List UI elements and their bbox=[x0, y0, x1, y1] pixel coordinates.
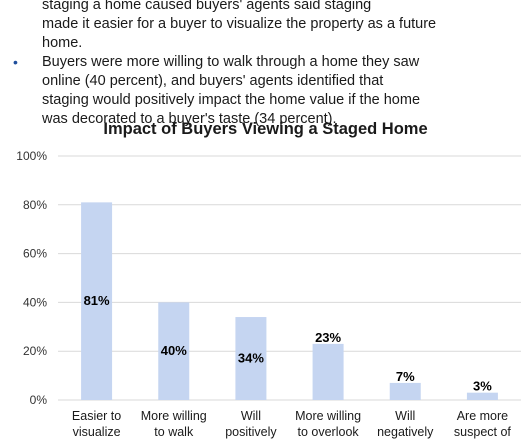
intro-line: made it easier for a buyer to visualize … bbox=[42, 16, 437, 32]
bar bbox=[466, 392, 498, 400]
x-category-label: Are more bbox=[457, 409, 508, 423]
intro-text: staging a home caused buyers' agents sai… bbox=[13, 0, 512, 129]
bullet-line: Buyers were more willing to walk through… bbox=[42, 54, 420, 70]
x-category-label: Easier to bbox=[72, 409, 121, 423]
chart-title: Impact of Buyers Viewing a Staged Home bbox=[103, 120, 428, 138]
bar bbox=[312, 343, 344, 400]
intro-line: home. bbox=[42, 35, 83, 51]
x-category-label: Will bbox=[395, 409, 415, 423]
data-label: 34% bbox=[238, 351, 264, 366]
bar bbox=[81, 202, 113, 400]
x-category-label: to walk bbox=[154, 425, 194, 439]
x-category-label: Will bbox=[241, 409, 261, 423]
x-category-label: More willing bbox=[141, 409, 207, 423]
data-label: 40% bbox=[161, 343, 187, 358]
x-category-label: suspect of bbox=[454, 425, 512, 439]
x-category-label: positively bbox=[225, 425, 277, 439]
intro-line: staging a home caused buyers' agents sai… bbox=[42, 0, 372, 13]
x-category-label: More willing bbox=[295, 409, 361, 423]
data-label: 81% bbox=[84, 293, 110, 308]
x-category-label: negatively bbox=[377, 425, 434, 439]
data-label: 23% bbox=[315, 330, 341, 345]
y-tick-label: 80% bbox=[23, 198, 47, 212]
y-tick-label: 40% bbox=[23, 295, 47, 309]
y-tick-label: 100% bbox=[16, 149, 47, 163]
bar bbox=[235, 317, 267, 400]
bullet-line: was decorated to a buyer's taste (34 per… bbox=[42, 111, 337, 127]
x-category-label: visualize bbox=[73, 425, 121, 439]
y-tick-label: 20% bbox=[23, 344, 47, 358]
y-tick-label: 60% bbox=[23, 247, 47, 261]
bullet-item: • Buyers were more willing to walk throu… bbox=[13, 53, 512, 129]
y-tick-label: 0% bbox=[30, 393, 48, 407]
data-label: 3% bbox=[473, 379, 492, 394]
data-label: 7% bbox=[396, 369, 415, 384]
bullet-line: online (40 percent), and buyers' agents … bbox=[42, 73, 384, 89]
bullet-icon: • bbox=[13, 54, 18, 70]
x-category-label: to overlook bbox=[298, 425, 360, 439]
bar bbox=[158, 302, 190, 400]
bullet-line: staging would positively impact the home… bbox=[42, 92, 421, 108]
bar bbox=[389, 382, 421, 400]
